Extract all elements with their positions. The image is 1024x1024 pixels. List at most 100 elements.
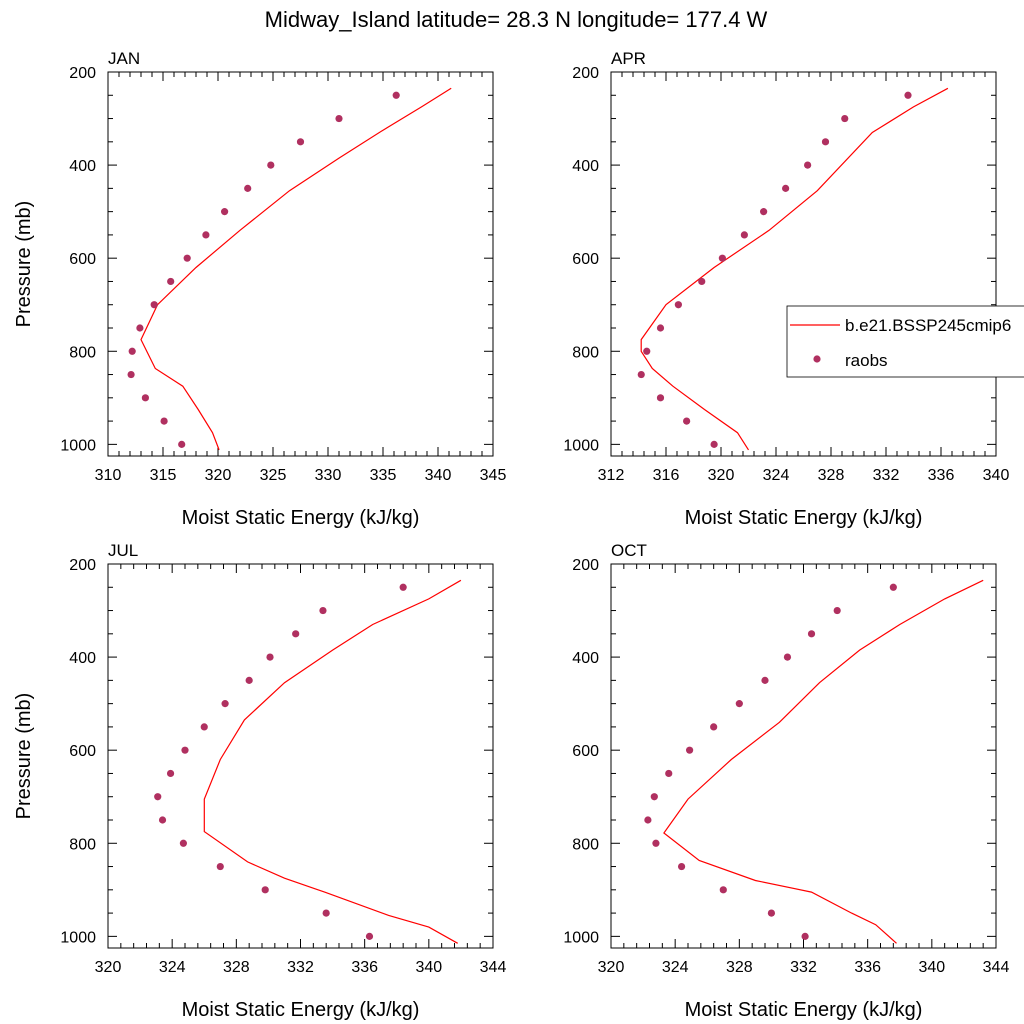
y-tick-label: 800 — [572, 836, 599, 853]
x-tick-label: 344 — [983, 959, 1010, 976]
obs-point — [127, 370, 135, 379]
x-axis-label: Moist Static Energy (kJ/kg) — [685, 507, 923, 529]
x-tick-label: 344 — [480, 959, 507, 976]
obs-point — [392, 91, 400, 99]
obs-point — [267, 161, 275, 169]
x-tick-label: 332 — [873, 467, 900, 484]
y-tick-label: 200 — [572, 65, 599, 82]
obs-point — [821, 138, 830, 146]
obs-point — [150, 301, 158, 309]
obs-point — [656, 394, 665, 402]
obs-point — [365, 932, 374, 940]
y-tick-label: 1000 — [563, 437, 599, 454]
x-tick-label: 345 — [480, 467, 507, 484]
obs-point — [710, 723, 718, 731]
obs-point — [167, 277, 175, 286]
obs-point — [216, 862, 224, 871]
y-tick-label: 800 — [69, 836, 96, 853]
obs-point — [783, 653, 792, 661]
y-tick-label: 1000 — [60, 437, 96, 454]
obs-point — [637, 370, 645, 379]
obs-point — [665, 769, 673, 778]
plot-frame — [107, 563, 494, 949]
legend-model-label: b.e21.BSSP245cmip6 — [845, 316, 1011, 335]
x-axis-label: Moist Static Energy (kJ/kg) — [182, 507, 420, 529]
chart-panel-apr: APR 312 316 320 324 328 332 336 340 200 400 600 800 1… — [563, 49, 1009, 529]
obs-point — [889, 583, 897, 591]
y-tick-label: 400 — [69, 650, 96, 667]
obs-point — [833, 606, 841, 615]
x-tick-label: 330 — [315, 467, 342, 484]
obs-point — [158, 816, 167, 824]
obs-point — [807, 630, 816, 638]
obs-point — [718, 254, 726, 262]
x-tick-label: 325 — [260, 467, 287, 484]
obs-point — [179, 839, 187, 847]
obs-point — [683, 417, 691, 425]
plot-frame — [610, 71, 997, 457]
x-axis-label: Moist Static Energy (kJ/kg) — [182, 999, 420, 1021]
obs-point — [181, 746, 189, 754]
y-tick-label: 400 — [572, 158, 599, 175]
panel-label: JUL — [108, 541, 138, 560]
obs-point — [710, 440, 718, 448]
legend: b.e21.BSSP245cmip6 raobs — [786, 305, 1024, 378]
model-line — [203, 579, 462, 944]
obs-point — [335, 114, 343, 123]
y-tick-label: 600 — [572, 251, 599, 268]
legend-box — [786, 305, 1024, 378]
x-tick-label: 340 — [425, 467, 452, 484]
plot-frame — [107, 71, 494, 457]
obs-point — [644, 816, 652, 824]
figure-title: Midway_Island latitude= 28.3 N longitude… — [265, 7, 768, 32]
obs-point — [261, 886, 269, 894]
x-tick-label: 316 — [653, 467, 680, 484]
obs-point — [244, 184, 252, 192]
obs-point — [136, 324, 144, 332]
x-tick-label: 335 — [370, 467, 397, 484]
panel-label: APR — [611, 49, 646, 68]
y-tick-label: 800 — [572, 344, 599, 361]
obs-point — [761, 676, 769, 684]
x-tick-label: 340 — [983, 467, 1010, 484]
x-tick-label: 332 — [287, 959, 314, 976]
y-tick-label: 600 — [69, 743, 96, 760]
obs-point — [735, 700, 743, 708]
obs-point — [292, 630, 300, 638]
legend-obs-label: raobs — [845, 351, 888, 370]
x-tick-label: 324 — [662, 959, 689, 976]
chart-panel-oct: OCT 320 324 328 332 336 340 344 200 400 600 800 1000… — [563, 541, 1009, 1021]
obs-point — [319, 606, 327, 615]
obs-point — [221, 700, 229, 708]
panel-label: JAN — [108, 49, 140, 68]
obs-point — [266, 653, 274, 661]
y-tick-label: 400 — [69, 158, 96, 175]
obs-point — [322, 909, 330, 917]
obs-point — [200, 723, 208, 731]
obs-point — [650, 793, 658, 801]
model-line — [140, 87, 452, 451]
y-tick-label: 600 — [69, 251, 96, 268]
obs-point — [154, 793, 162, 801]
x-tick-label: 328 — [223, 959, 250, 976]
y-tick-label: 1000 — [563, 929, 599, 946]
y-tick-label: 200 — [69, 65, 96, 82]
obs-point — [686, 746, 694, 754]
obs-point — [202, 231, 210, 239]
obs-point — [760, 208, 768, 216]
y-tick-label: 1000 — [60, 929, 96, 946]
obs-point — [643, 347, 651, 355]
obs-point — [160, 417, 168, 425]
x-tick-label: 340 — [415, 959, 442, 976]
chart-panel-jan: JAN 310 315 320 325 330 335 340 345 200 400 600 800 1… — [13, 49, 506, 529]
obs-point — [740, 231, 748, 239]
obs-point — [677, 862, 686, 871]
x-tick-label: 320 — [95, 959, 122, 976]
y-axis-label: Pressure (mb) — [13, 693, 35, 820]
x-tick-label: 320 — [205, 467, 232, 484]
model-line — [640, 87, 949, 451]
x-tick-label: 328 — [818, 467, 845, 484]
obs-point — [719, 886, 727, 894]
x-tick-label: 310 — [95, 467, 122, 484]
